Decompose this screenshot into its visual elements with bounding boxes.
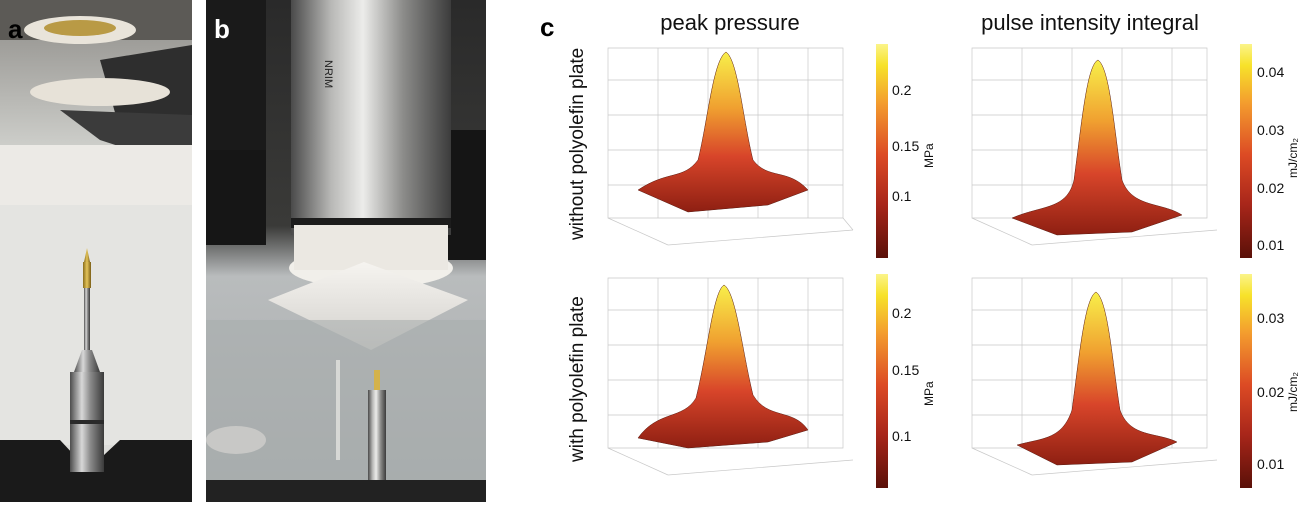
column-title-peak-pressure: peak pressure [660, 10, 800, 35]
colorbar-tick: 0.01 [1257, 237, 1285, 253]
surface-plot-graphic [971, 47, 1218, 246]
colorbar-unit: mJ/cm₂ [1286, 372, 1300, 412]
surface-plot-graphic [607, 277, 854, 476]
row-label-without-plate: without polyolefin plate [567, 47, 588, 240]
colorbar-peak-without [876, 44, 888, 258]
colorbar-tick: 0.15 [892, 138, 920, 154]
colorbar-tick: 0.01 [1257, 456, 1285, 472]
colorbar-tick: 0.2 [892, 305, 912, 321]
panel-label-a: a [8, 14, 23, 44]
colorbar-unit: MPa [922, 143, 936, 168]
colorbar-tick: 0.15 [892, 362, 920, 378]
colorbar-pii-with [1240, 274, 1252, 488]
column-title-pulse-intensity: pulse intensity integral [981, 10, 1199, 35]
colorbar-unit: MPa [922, 381, 936, 406]
plot-peak-with [598, 270, 868, 482]
photo-a: a [0, 0, 192, 502]
panel-label-b: b [214, 14, 230, 44]
plot-pii-with [962, 270, 1232, 482]
plot-peak-without [598, 40, 868, 252]
brand-text: NRIM [322, 60, 334, 88]
colorbar-tick: 0.02 [1257, 384, 1285, 400]
row-label-with-plate: with polyolefin plate [567, 296, 588, 462]
colorbar-tick: 0.03 [1257, 310, 1285, 326]
panel-label-c: c [540, 12, 555, 42]
colorbar-tick: 0.02 [1257, 180, 1285, 196]
colorbar-tick: 0.03 [1257, 122, 1285, 138]
colorbar-tick: 0.2 [892, 82, 912, 98]
surface-plot-graphic [971, 277, 1218, 476]
photo-b-graphic [206, 0, 486, 502]
photo-b: NRIM b [206, 0, 486, 502]
brand-name: NRIM [322, 60, 334, 89]
colorbar-pii-without [1240, 44, 1252, 258]
plot-pii-without [962, 40, 1232, 252]
surface-plot-graphic [607, 47, 854, 246]
colorbar-tick: 0.1 [892, 188, 912, 204]
colorbar-tick: 0.04 [1257, 64, 1285, 80]
colorbar-tick: 0.1 [892, 428, 912, 444]
photo-a-graphic [0, 0, 192, 502]
colorbar-peak-with [876, 274, 888, 488]
colorbar-unit: mJ/cm₂ [1286, 138, 1300, 178]
